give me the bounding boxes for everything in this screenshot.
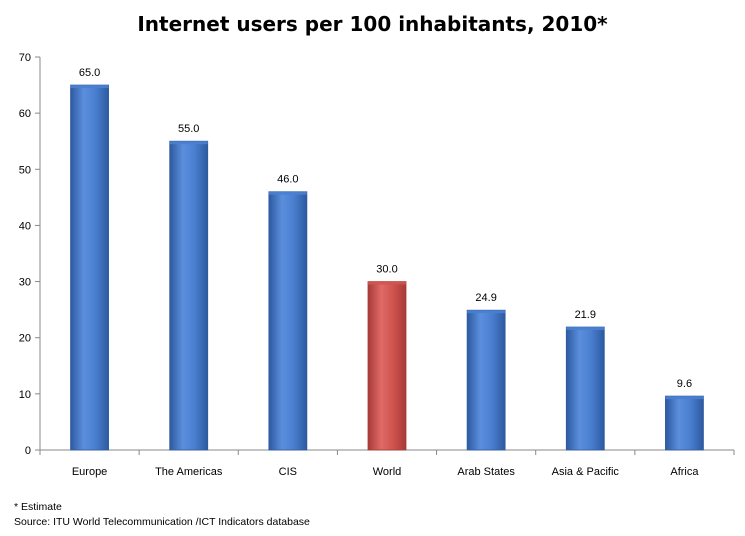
x-axis: Europe The Americas CIS World Arab States Asi… xyxy=(39,449,735,478)
y-tick-label: 0 xyxy=(25,445,31,457)
y-axis: 0 10 20 30 40 50 60 70 xyxy=(19,52,41,457)
bar-europe xyxy=(70,84,109,451)
estimate-note: * Estimate xyxy=(14,501,62,513)
source-note: Source: ITU World Telecommunication /ICT… xyxy=(14,516,310,528)
bar-cis xyxy=(268,191,308,451)
y-tick-label: 50 xyxy=(19,164,31,176)
y-tick-label: 70 xyxy=(19,52,31,64)
bar-cap xyxy=(665,396,704,400)
bar-cap xyxy=(467,310,506,314)
bar-africa xyxy=(665,395,704,451)
category-label: Asia & Pacific xyxy=(552,466,620,478)
y-tick-label: 30 xyxy=(19,277,31,289)
data-label: 21.9 xyxy=(575,309,596,321)
category-label: Africa xyxy=(670,466,699,478)
y-tick-label: 10 xyxy=(19,389,31,401)
chart-title: Internet users per 100 inhabitants, 2010… xyxy=(137,12,608,36)
data-label: 24.9 xyxy=(475,292,496,304)
bar-asia-pacific xyxy=(565,326,605,451)
bar-arab-states xyxy=(466,309,506,451)
data-label: 55.0 xyxy=(178,123,199,135)
y-tick-label: 60 xyxy=(19,108,31,120)
bars xyxy=(70,84,704,451)
category-label: CIS xyxy=(279,466,297,478)
category-label: The Americas xyxy=(155,466,223,478)
bar-the-americas xyxy=(169,140,209,451)
category-label: Europe xyxy=(72,466,107,478)
y-tick-label: 20 xyxy=(19,333,31,345)
bar-cap xyxy=(70,85,109,89)
data-label: 65.0 xyxy=(79,67,100,79)
y-tick-label: 40 xyxy=(19,220,31,232)
bar-world xyxy=(367,281,407,451)
bar-cap xyxy=(268,191,307,195)
data-label: 46.0 xyxy=(277,174,298,186)
data-label: 30.0 xyxy=(376,264,397,276)
bar-cap xyxy=(368,281,406,285)
data-labels: 65.0 55.0 46.0 30.0 24.9 21.9 9.6 xyxy=(79,67,692,390)
bar-cap xyxy=(169,141,208,145)
category-label: World xyxy=(373,466,402,478)
category-label: Arab States xyxy=(457,466,515,478)
bar-cap xyxy=(566,327,605,331)
data-label: 9.6 xyxy=(677,378,692,390)
